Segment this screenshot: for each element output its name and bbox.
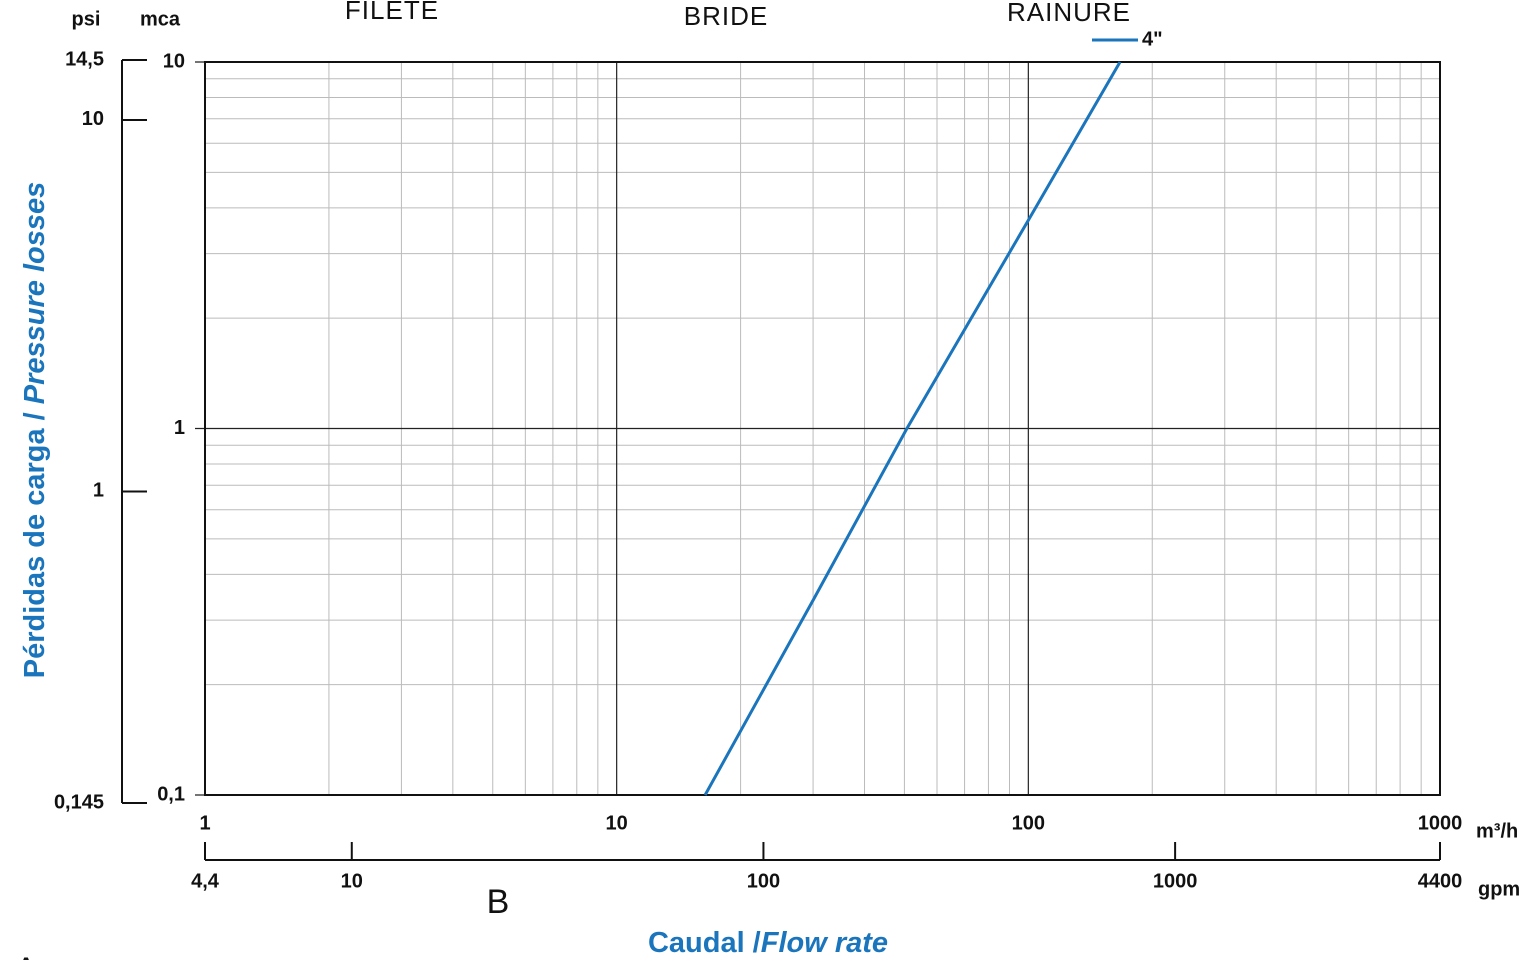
x2-tick-label: 4400 — [1418, 870, 1463, 892]
x2-tick-label: 4,4 — [191, 870, 220, 892]
plot-frame — [204, 61, 1441, 796]
axis-unit: mca — [140, 8, 181, 30]
x2-tick-label: 1000 — [1153, 870, 1198, 892]
axis-unit: psi — [72, 8, 101, 30]
annotation: B — [487, 883, 510, 921]
x-tick-label: 1 — [199, 812, 210, 834]
x-axis-title-part: Caudal / — [648, 927, 761, 959]
y2-tick-label: 10 — [82, 108, 104, 130]
y-axis-title-part: Pressure losses — [19, 182, 51, 404]
y2-tick-label: 14,5 — [65, 48, 104, 70]
x-tick-label: 100 — [1012, 812, 1045, 834]
y-axis-title-part: Pérdidas de carga / — [19, 404, 51, 678]
axis-unit: m³/h — [1476, 820, 1518, 842]
data-line — [703, 61, 1122, 796]
y-tick-label: 0,1 — [157, 783, 185, 805]
y2-tick-label: 1 — [93, 480, 104, 502]
x2-tick-label: 10 — [341, 870, 363, 892]
x-tick-label: 1000 — [1418, 812, 1463, 834]
x-tick-label: 10 — [606, 812, 628, 834]
title: RAINURE — [1007, 0, 1131, 27]
y2-tick-label: 0,145 — [54, 791, 104, 813]
x-axis-title-part: Flow rate — [761, 927, 888, 959]
axis-unit: gpm — [1478, 878, 1520, 900]
title: BRIDE — [684, 1, 768, 31]
x2-tick-label: 100 — [747, 870, 780, 892]
y-tick-label: 1 — [174, 417, 185, 439]
y-axis-title: Pérdidas de carga / Pressure losses — [19, 182, 51, 679]
y-tick-label: 10 — [163, 50, 185, 72]
title: FILETE — [345, 0, 439, 25]
annotation: A — [15, 951, 38, 960]
x-axis-title: Caudal /Flow rate — [648, 927, 888, 959]
legend-label: 4" — [1142, 28, 1163, 50]
